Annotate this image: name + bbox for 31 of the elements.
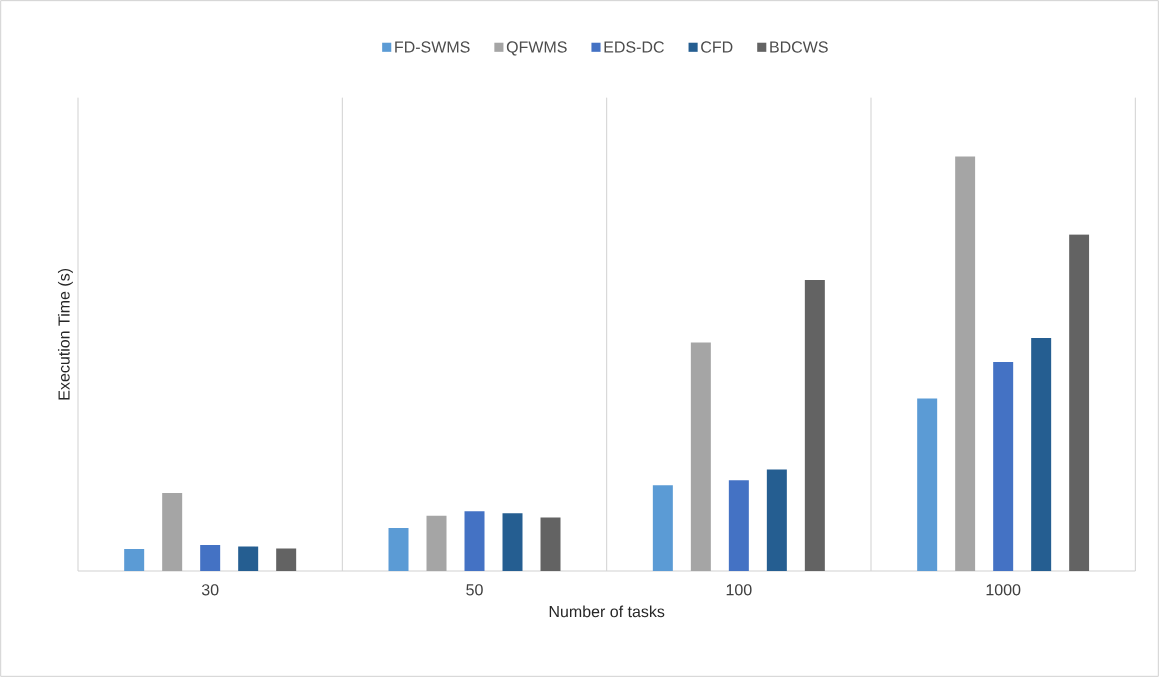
legend-label: QFWMS bbox=[506, 41, 567, 56]
bar bbox=[766, 469, 787, 571]
bar bbox=[1069, 234, 1090, 571]
bar bbox=[388, 527, 409, 571]
bar bbox=[804, 280, 825, 571]
x-tick-label: 1000 bbox=[986, 584, 1021, 596]
bar bbox=[276, 548, 297, 571]
bar bbox=[652, 485, 673, 571]
bar bbox=[238, 546, 259, 571]
legend-label: BDCWS bbox=[770, 41, 828, 53]
bar bbox=[917, 398, 938, 571]
bar bbox=[464, 511, 485, 571]
bar bbox=[728, 480, 749, 571]
bar bbox=[540, 517, 561, 571]
bar bbox=[1031, 338, 1052, 571]
legend-label: CFD bbox=[701, 41, 733, 53]
x-tick-label: 50 bbox=[466, 584, 483, 596]
y-axis-title: Execution Time (s) bbox=[57, 268, 73, 400]
bar bbox=[426, 515, 447, 571]
bar bbox=[690, 342, 711, 571]
bar bbox=[200, 544, 221, 571]
x-tick-label: 30 bbox=[201, 584, 219, 596]
x-axis-title: Number of tasks bbox=[549, 605, 665, 618]
bar bbox=[993, 362, 1014, 571]
legend-label: FD-SWMS bbox=[395, 41, 470, 53]
bar bbox=[124, 549, 145, 571]
bar bbox=[162, 493, 183, 571]
bar bbox=[502, 513, 523, 571]
legend-label: EDS-DC bbox=[604, 41, 664, 53]
bar bbox=[955, 156, 976, 571]
x-tick-label: 100 bbox=[726, 584, 752, 596]
